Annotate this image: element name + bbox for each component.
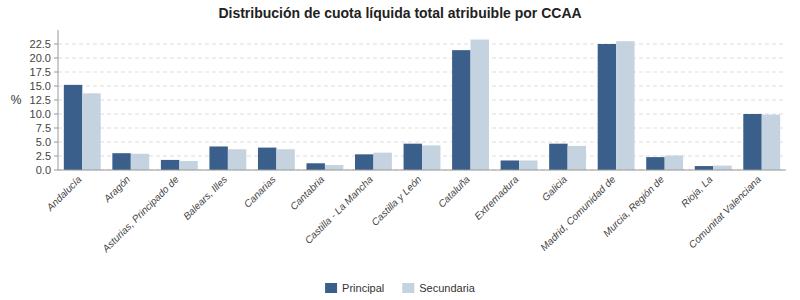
- tick-mark: [54, 170, 58, 171]
- legend-item: Principal: [325, 282, 384, 294]
- bar: [646, 157, 664, 170]
- y-axis: 0.0 2.5 5.0 7.5 10.0 12.5 15.0 17.5 20.0 22.5: [30, 38, 786, 176]
- category-label: Castilla - La Mancha: [303, 173, 376, 246]
- bar: [762, 115, 780, 170]
- legend-swatch: [402, 283, 414, 293]
- category-label: Aragón: [101, 173, 133, 205]
- y-axis-label: %: [11, 93, 22, 107]
- bar: [355, 154, 373, 170]
- bar: [161, 160, 179, 170]
- tick-mark: [54, 114, 58, 115]
- bar: [713, 166, 731, 170]
- grid-line: [58, 142, 786, 143]
- category-label: Balears, Illes: [181, 174, 229, 222]
- grid-line: [58, 44, 786, 45]
- legend-label: Secundaria: [419, 282, 476, 294]
- category-label: Asturias, Principado de: [100, 173, 182, 255]
- tick-label: 0.0: [36, 164, 51, 176]
- bar: [404, 144, 422, 170]
- tick-mark: [54, 44, 58, 45]
- category-label: Cantabria: [288, 173, 327, 212]
- category-label: Extremadura: [472, 173, 521, 222]
- tick-mark: [54, 100, 58, 101]
- grid-line: [58, 100, 786, 101]
- bar: [665, 155, 683, 170]
- category-label: Galicia: [540, 173, 570, 203]
- tick-label: 15.0: [30, 80, 51, 92]
- tick-label: 22.5: [30, 38, 51, 50]
- bar: [325, 165, 343, 170]
- bar: [616, 41, 634, 170]
- y-axis-line: [58, 30, 59, 170]
- bars: [64, 40, 780, 170]
- category-label: Rioja, La: [679, 173, 715, 209]
- bar: [276, 149, 294, 170]
- tick-mark: [54, 72, 58, 73]
- bar: [179, 161, 197, 170]
- grid-line: [58, 170, 786, 171]
- tick-mark: [54, 58, 58, 59]
- category-label: Madrid, Comunidad de: [538, 173, 618, 253]
- category-label: Murcia, Región de: [601, 173, 666, 238]
- bar: [471, 40, 489, 170]
- bar: [743, 114, 761, 170]
- category-label: Andalucía: [44, 173, 84, 213]
- x-axis-line: [58, 170, 786, 171]
- category-label: Comunitat Valenciana: [686, 173, 763, 250]
- tick-mark: [54, 86, 58, 87]
- bar: [373, 153, 391, 170]
- category-label: Cataluña: [436, 173, 472, 209]
- bar: [306, 163, 324, 170]
- bar: [695, 166, 713, 170]
- bar: [519, 160, 537, 170]
- tick-mark: [54, 142, 58, 143]
- chart: Distribución de cuota líquida total atri…: [0, 0, 800, 300]
- bar: [549, 144, 567, 170]
- bar: [64, 85, 82, 170]
- bar: [422, 145, 440, 170]
- bar: [568, 146, 586, 170]
- grid-line: [58, 114, 786, 115]
- tick-label: 20.0: [30, 52, 51, 64]
- grid-line: [58, 128, 786, 129]
- bar: [209, 146, 227, 170]
- bar: [131, 154, 149, 170]
- bar: [598, 44, 616, 170]
- tick-label: 10.0: [30, 108, 51, 120]
- grid-line: [58, 86, 786, 87]
- tick-label: 7.5: [36, 122, 51, 134]
- tick-label: 17.5: [30, 66, 51, 78]
- legend-item: Secundaria: [402, 282, 476, 294]
- bar: [228, 149, 246, 170]
- grid-line: [58, 58, 786, 59]
- tick-label: 12.5: [30, 94, 51, 106]
- grid-line: [58, 72, 786, 73]
- bar: [82, 93, 100, 170]
- legend: Principal Secundaria: [325, 282, 476, 294]
- bar: [112, 153, 130, 170]
- title: Distribución de cuota líquida total atri…: [218, 5, 581, 21]
- tick-label: 2.5: [36, 150, 51, 162]
- category-label: Castilla y León: [369, 173, 423, 227]
- tick-label: 5.0: [36, 136, 51, 148]
- tick-mark: [54, 156, 58, 157]
- tick-mark: [54, 128, 58, 129]
- x-axis: Andalucía AragónAsturias, Principado deBa…: [44, 173, 764, 255]
- bar: [452, 50, 470, 170]
- legend-label: Principal: [342, 282, 384, 294]
- category-label: Canarias: [242, 174, 278, 210]
- legend-swatch: [325, 283, 337, 293]
- bar: [258, 148, 276, 170]
- bar: [501, 160, 519, 170]
